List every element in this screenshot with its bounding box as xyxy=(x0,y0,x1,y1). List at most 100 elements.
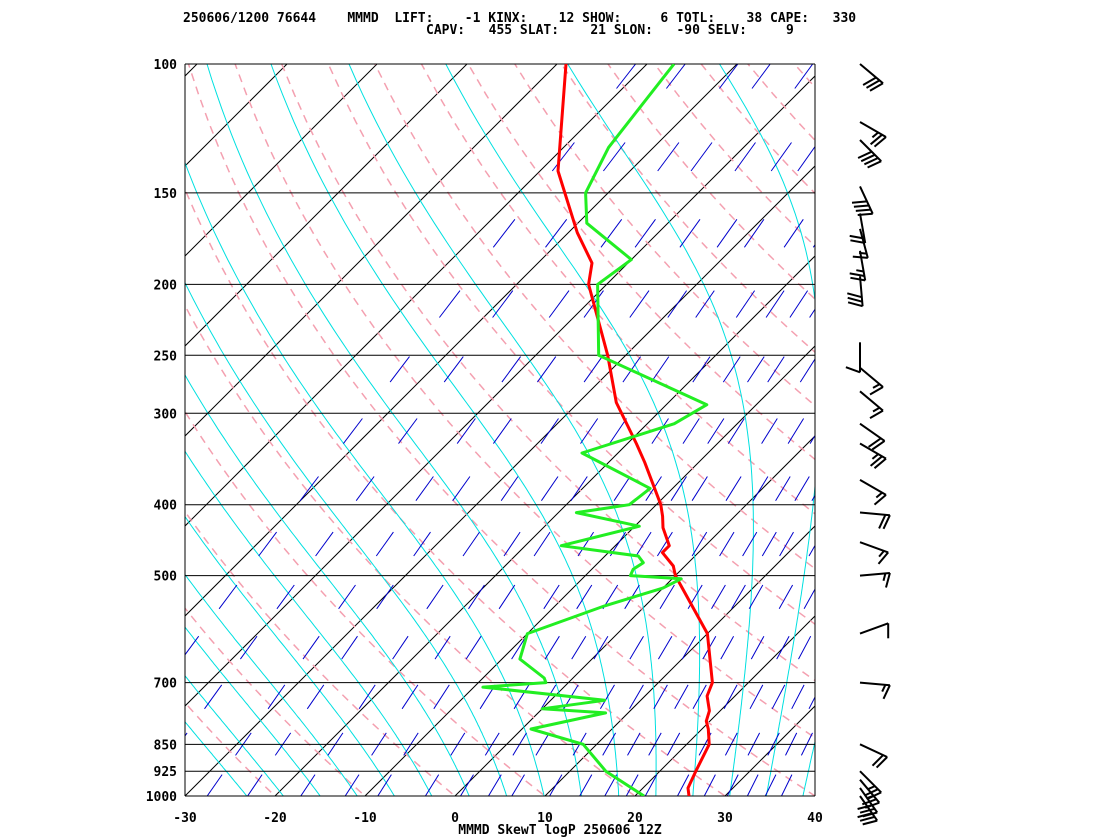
pressure-tick-label: 700 xyxy=(154,677,178,692)
moist-adiabat xyxy=(185,675,285,796)
wind-barb xyxy=(859,422,886,451)
mixing-ratio-dash xyxy=(894,64,911,89)
dry-adiabat xyxy=(560,64,815,354)
mixing-ratio-dash xyxy=(206,774,223,796)
mixing-ratio-dash xyxy=(492,290,514,318)
mixing-ratio-dash xyxy=(799,358,815,383)
pressure-tick-label: 400 xyxy=(154,499,178,514)
dry-adiabat xyxy=(185,606,367,796)
mixing-ratio-dash xyxy=(439,290,461,318)
dry-adiabat xyxy=(467,64,815,461)
moist-adiabat xyxy=(185,721,248,796)
mixing-ratio-dash xyxy=(625,774,639,796)
mixing-ratio-dash xyxy=(1013,143,1031,172)
mixing-ratio-dash xyxy=(747,356,765,383)
mixing-ratio-dash xyxy=(533,531,551,557)
mixing-ratio-dash xyxy=(775,476,791,501)
dry-adiabat xyxy=(327,64,815,626)
mixing-ratio-dash xyxy=(937,143,956,172)
temperature-tick-label: -20 xyxy=(263,811,287,826)
wind-barb xyxy=(849,213,867,244)
dry-adiabat xyxy=(281,64,815,682)
mixing-ratio-dash xyxy=(424,774,440,796)
temperature-tick-label: 20 xyxy=(627,811,643,826)
mixing-ratio-dash xyxy=(1060,143,1078,172)
mixing-ratio-dash xyxy=(681,635,696,660)
mixing-ratio-dash xyxy=(829,419,844,444)
mixing-ratio-dash xyxy=(492,218,516,248)
dry-adiabat xyxy=(514,64,815,407)
wind-barb xyxy=(859,121,887,148)
mixing-ratio-dash xyxy=(488,774,502,796)
mixing-ratio-dash xyxy=(703,774,716,796)
mixing-ratio-dash xyxy=(111,733,128,756)
mixing-ratio-dash xyxy=(761,531,777,557)
wind-barb xyxy=(852,228,869,259)
mixing-ratio-dash xyxy=(460,774,474,796)
isotherm-line xyxy=(185,64,738,617)
moist-adiabat xyxy=(185,281,508,796)
mixing-ratio-dash xyxy=(850,636,862,659)
mixing-ratio-dash xyxy=(1066,64,1082,89)
moist-adiabat xyxy=(185,626,321,796)
wind-barb xyxy=(847,276,864,308)
mixing-ratio-dash xyxy=(950,219,968,247)
mixing-ratio-dash xyxy=(876,585,889,609)
mixing-ratio-dash xyxy=(679,219,701,248)
mixing-ratio-dash xyxy=(300,774,316,796)
mixing-ratio-dash xyxy=(239,635,258,660)
mixing-ratio-dash xyxy=(765,290,785,318)
temperature-tick-label: -30 xyxy=(173,811,197,826)
mixing-ratio-dash xyxy=(764,774,777,796)
mixing-ratio-dash xyxy=(651,418,669,444)
mixing-ratio-dash xyxy=(1015,64,1031,89)
mixing-ratio-dash xyxy=(779,531,794,557)
mixing-ratio-dash xyxy=(306,684,325,710)
mixing-ratio-dash xyxy=(812,243,815,248)
temperature-tick-label: -10 xyxy=(353,811,377,826)
mixing-ratio-dash xyxy=(465,635,482,660)
dry-adiabat xyxy=(185,187,727,796)
wind-barb xyxy=(859,442,887,469)
wind-barb xyxy=(859,743,888,769)
isotherm-line xyxy=(185,64,378,257)
mixing-ratio-dash xyxy=(919,477,932,501)
dry-adiabat xyxy=(185,410,547,796)
mixing-ratio-dash xyxy=(803,588,815,610)
mixing-ratio-dash xyxy=(511,635,527,660)
mixing-ratio-dash xyxy=(897,419,912,444)
mixing-ratio-dash xyxy=(653,684,668,710)
mixing-ratio-dash xyxy=(603,142,626,172)
mixing-ratio-dash xyxy=(690,142,713,172)
moist-adiabat xyxy=(185,450,433,796)
mixing-ratio-dash xyxy=(719,64,739,89)
mixing-ratio-dash xyxy=(970,357,985,383)
mixing-ratio-dash xyxy=(965,219,983,247)
wind-barb xyxy=(859,622,890,639)
mixing-ratio-dash xyxy=(443,356,464,383)
mixing-ratio-dash xyxy=(998,143,1016,172)
mixing-ratio-dash xyxy=(549,774,563,796)
mixing-ratio-dash xyxy=(907,143,926,172)
moist-adiabat xyxy=(185,374,470,796)
mixing-ratio-dash xyxy=(794,476,810,501)
mixing-ratio-dash xyxy=(536,356,557,383)
mixing-ratio-dash xyxy=(692,356,711,383)
mixing-ratio-dash xyxy=(377,774,392,796)
mixing-ratio-dash xyxy=(656,531,673,557)
dry-adiabat xyxy=(934,64,1120,812)
mixing-ratio-dash xyxy=(981,143,999,172)
mixing-ratio-dash xyxy=(218,584,238,610)
mixing-ratio-dash xyxy=(500,476,519,501)
mixing-ratio-dash xyxy=(933,477,946,501)
mixing-ratio-dash xyxy=(771,684,786,710)
mixing-ratio-dash xyxy=(917,419,931,444)
mixing-ratio-dash xyxy=(922,291,939,318)
dry-adiabat xyxy=(607,64,815,301)
isotherm-line xyxy=(814,795,815,796)
mixing-ratio-dash xyxy=(903,477,917,501)
mixing-ratio-dash xyxy=(748,584,764,610)
isotherm-line xyxy=(634,615,815,796)
mixing-ratio-dash xyxy=(276,584,295,610)
